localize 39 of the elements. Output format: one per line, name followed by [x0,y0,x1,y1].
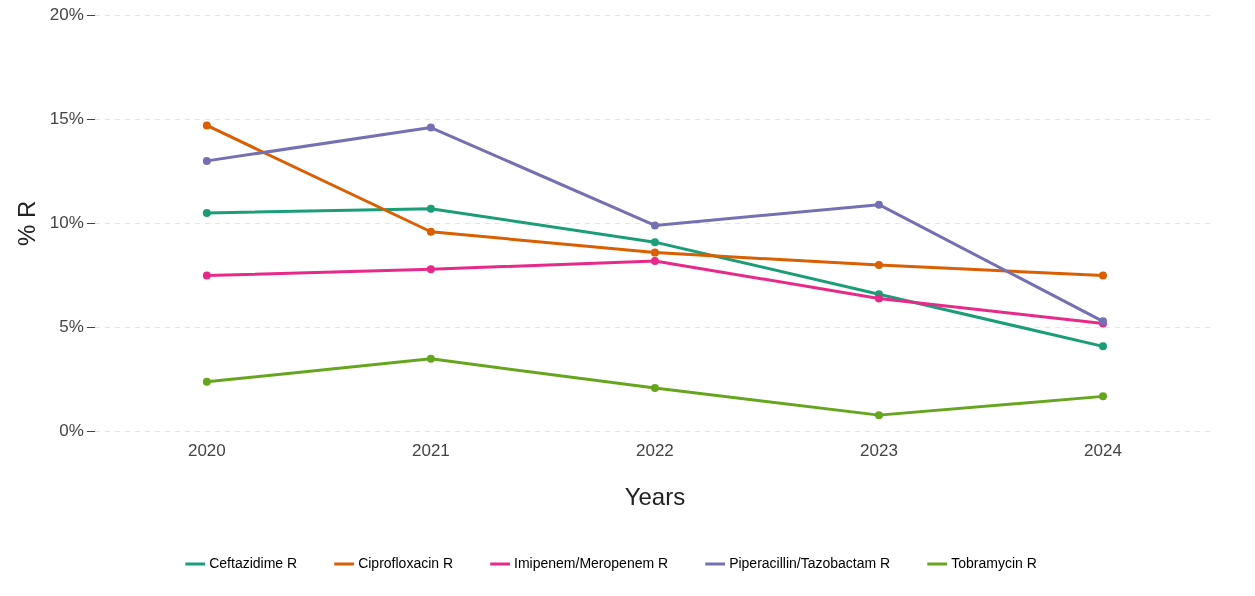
point [650,256,659,265]
x-tick-label: 2020 [187,440,226,460]
x-tick-label: 2021 [411,440,450,460]
point [202,271,211,280]
y-tick-label: 10% [49,213,84,233]
point [202,377,211,386]
legend-label: Piperacillin/Tazobactam R [729,554,891,571]
legend-label: Imipenem/Meropenem R [514,554,669,571]
point [426,354,435,363]
point [202,156,211,165]
x-tick-label: 2022 [636,440,674,460]
point [1098,271,1107,280]
legend-label: Ceftazidime R [209,554,298,571]
point [650,384,659,393]
point [426,265,435,274]
point [202,121,211,130]
y-axis-title: % R [13,200,41,247]
y-tick-label: 0% [59,421,84,441]
point [650,221,659,230]
point [650,238,659,247]
point [874,261,883,270]
point [874,200,883,209]
point [202,208,211,217]
x-tick-label: 2024 [1084,440,1122,460]
y-tick-label: 5% [59,317,84,337]
point [426,227,435,236]
legend-label: Tobramycin R [951,554,1037,571]
point [426,204,435,213]
point [650,248,659,257]
point [1098,342,1107,351]
x-axis-title: Years [624,483,686,511]
x-tick-label: 2023 [860,440,898,460]
point [874,294,883,303]
point [874,411,883,420]
y-tick-label: 15% [49,108,84,128]
point [1098,392,1107,401]
y-tick-label: 20% [49,4,84,24]
point [426,123,435,132]
legend-label: Ciprofloxacin R [358,554,454,571]
